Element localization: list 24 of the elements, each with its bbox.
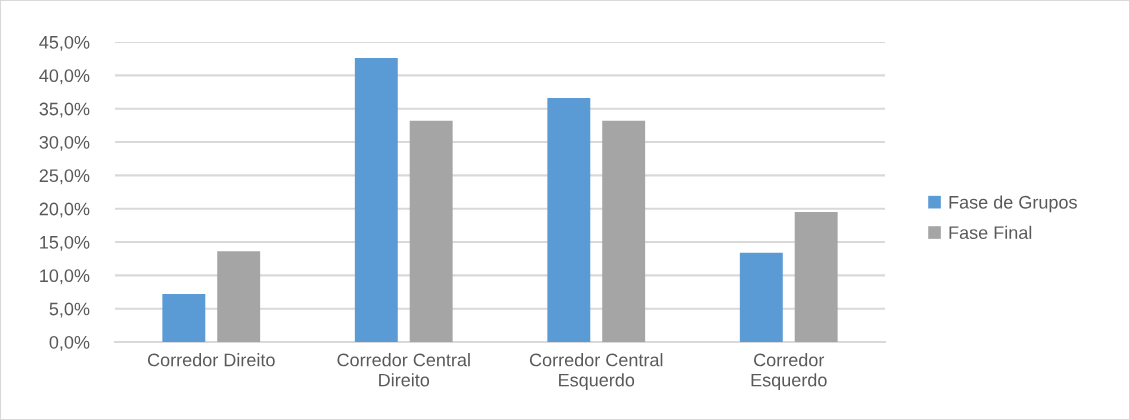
x-tick-label: Corredor Direito [147,353,275,367]
x-tick-label: Corredor Esquerdo [751,353,827,391]
bar [162,294,206,342]
bar [354,58,398,342]
bar [409,120,453,342]
bar [602,120,646,342]
x-tick-label: Corredor Central Direito [337,353,470,387]
y-tick-label: 40,0% [39,69,90,85]
y-tick-label: 0,0% [49,335,90,351]
bar [547,98,591,342]
y-tick-label: 10,0% [40,269,90,285]
y-tick-label: 30,0% [39,135,90,151]
y-tick-label: 20,0% [39,202,90,218]
bar [217,251,261,342]
x-tick-label: Corredor Central Esquerdo [529,353,663,391]
y-tick-label: 5,0% [49,302,90,318]
y-tick-label: 45,0% [39,35,90,51]
y-tick-label: 15,0% [40,235,90,251]
bar [794,212,838,342]
bar [739,252,783,342]
legend-label: Fase Final [949,225,1032,240]
y-tick-label: 35,0% [39,102,90,118]
y-tick-label: 25,0% [39,169,90,185]
legend-label: Fase de Grupos [949,195,1077,213]
